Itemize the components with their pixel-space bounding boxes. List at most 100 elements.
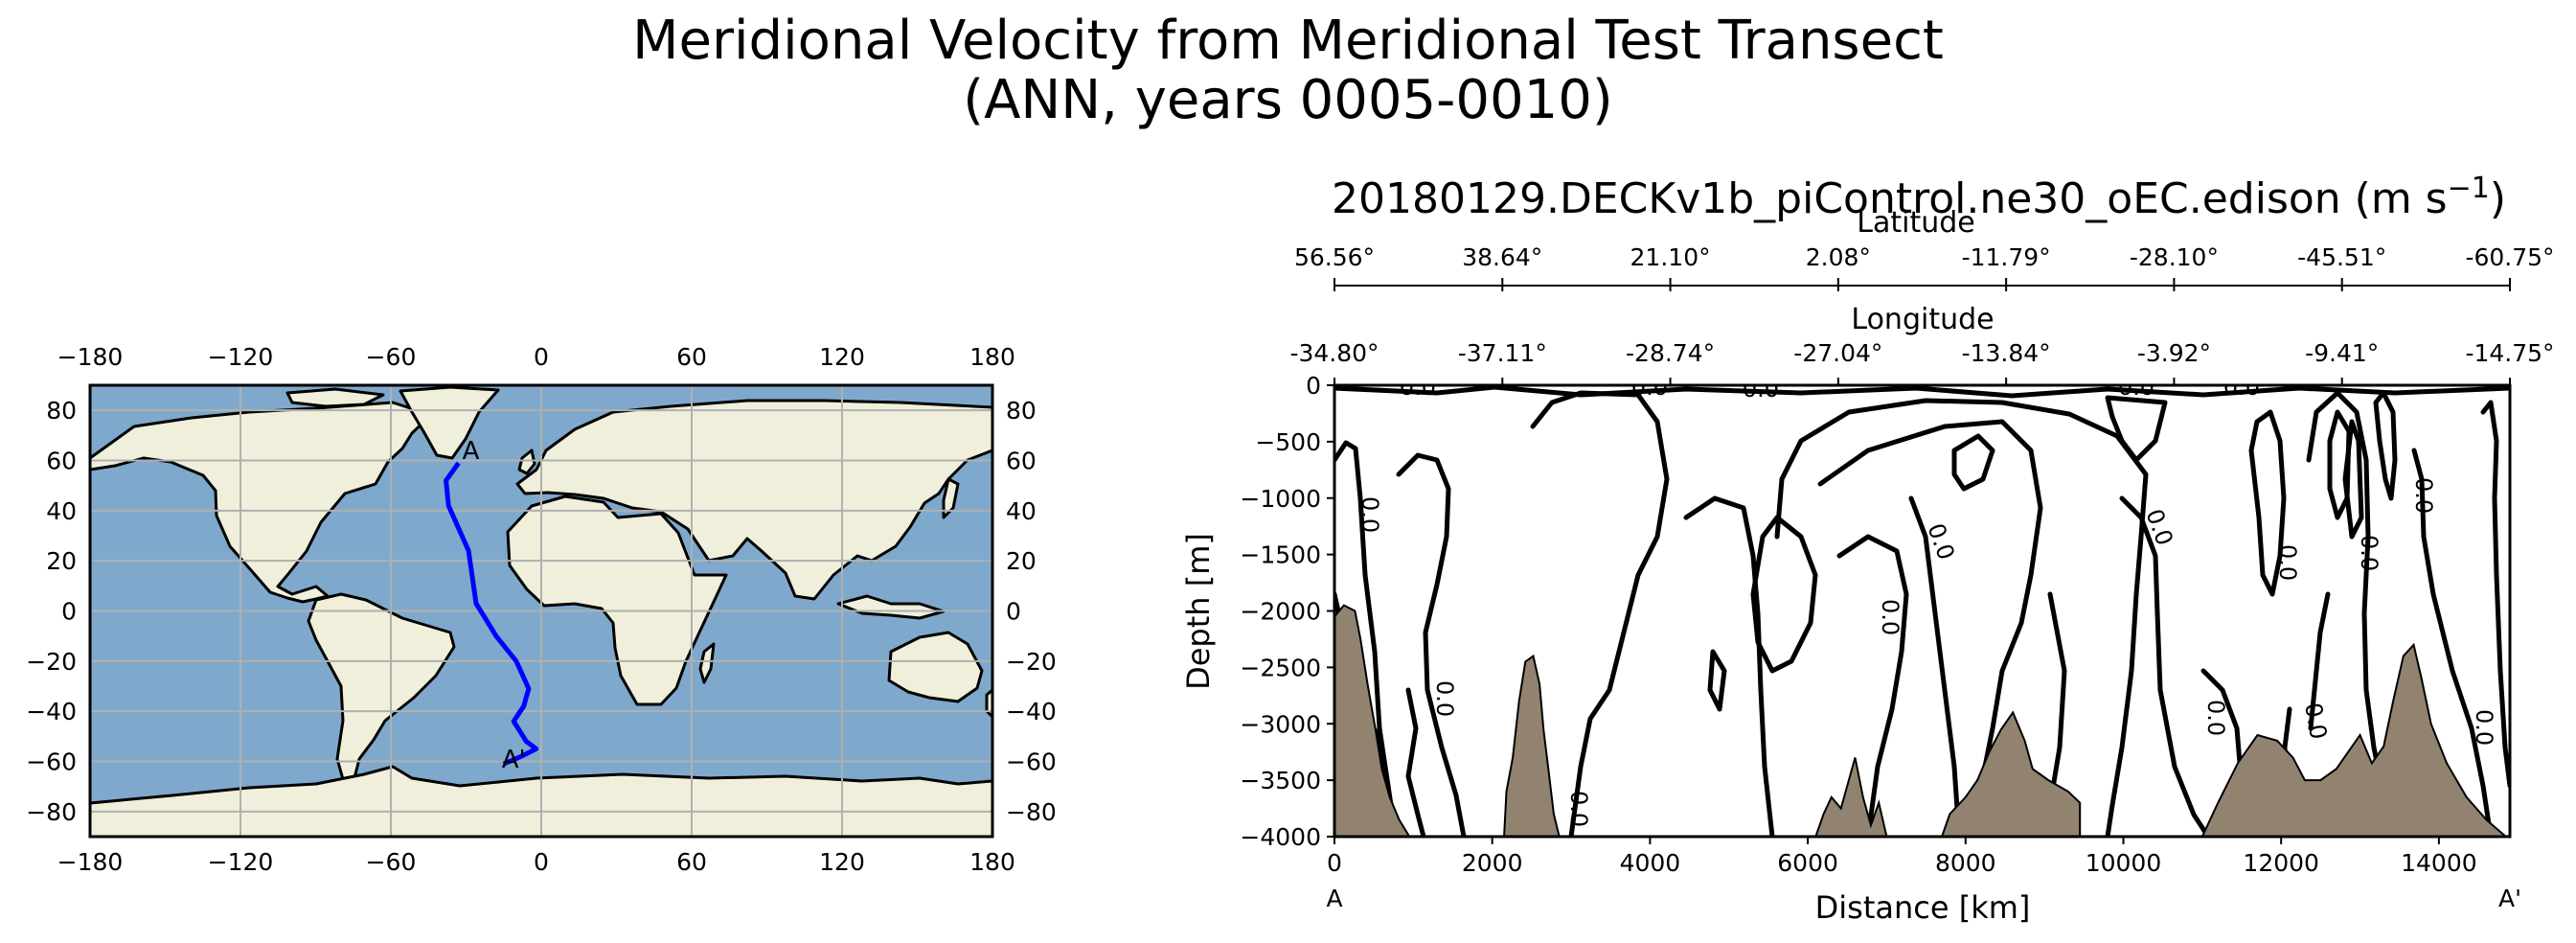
- latitude-tick-label: 38.64°: [1462, 243, 1542, 271]
- map-lon-tick-bottom: −120: [208, 848, 274, 876]
- contour-level-labels: 0.0 0.0 0.0 0.0 0.0 0.0 0.0 0.0 0.0 0.0 …: [1356, 374, 2497, 827]
- contour-center-inner-b: [1750, 515, 1818, 674]
- land-africa: [506, 494, 728, 706]
- map-lat-tick-left: 40: [46, 497, 77, 525]
- depth-tick-label: −4000: [1240, 823, 1321, 851]
- depth-tick-label: −3500: [1240, 767, 1321, 794]
- contour-label: 0.0: [2299, 701, 2332, 741]
- contour-label: 0.0: [1743, 376, 1779, 402]
- land-north-america: [90, 401, 433, 604]
- map-lat-tick-right: 80: [1006, 397, 1037, 425]
- figure-title: Meridional Velocity from Meridional Test…: [0, 12, 2576, 130]
- map-lon-tick-bottom: 180: [969, 848, 1015, 876]
- map-gridlines: [89, 385, 993, 837]
- map-lat-tick-right: 60: [1006, 448, 1037, 475]
- section-panel: 20180129.DECKv1b_piControl.ne30_oEC.edis…: [1180, 172, 2555, 926]
- land-masses: [90, 385, 992, 837]
- contour-east-k: [2308, 591, 2331, 731]
- section-title: 20180129.DECKv1b_piControl.ne30_oEC.edis…: [1332, 172, 2506, 223]
- longitude-tick-label: -14.75°: [2465, 339, 2554, 367]
- longitude-tick-label: -9.41°: [2305, 339, 2379, 367]
- longitude-tick-label: -28.74°: [1626, 339, 1715, 367]
- contour-east-l: [2248, 409, 2287, 597]
- land-australia: [887, 631, 984, 703]
- longitude-tick-label: -37.11°: [1458, 339, 1547, 367]
- contour-east-h: [2373, 390, 2398, 501]
- longitude-ticks: -34.80° -37.11° -28.74° -27.04° -13.84° -3.92…: [1289, 339, 2555, 385]
- distance-tick-label: 12000: [2243, 849, 2319, 877]
- contour-mid-a: [1530, 390, 1670, 837]
- land-british-isles: [517, 448, 536, 475]
- figure-title-line-2: (ANN, years 0005-0010): [963, 69, 1613, 131]
- longitude-axis-label: Longitude: [1851, 303, 1994, 336]
- depth-tick-label: −500: [1255, 428, 1321, 456]
- map-lat-tick-left: 20: [46, 547, 77, 575]
- depth-ticks: 0 −500 −1000 −1500 −2000 −2500 −3000 −3500 −4000: [1240, 372, 1334, 851]
- contour-center-inner-c: [1836, 534, 1909, 837]
- depth-tick-label: 0: [1306, 372, 1321, 400]
- distance-start-label: A: [1326, 885, 1342, 912]
- map-lon-tick-bottom: −180: [57, 848, 124, 876]
- contour-west-a: [1334, 440, 1400, 837]
- contour-label: 0.0: [1400, 374, 1436, 401]
- map-lat-tick-right: 0: [1006, 598, 1021, 626]
- distance-tick-label: 14000: [2401, 849, 2477, 877]
- longitude-tick-label: -34.80°: [1289, 339, 1379, 367]
- contour-west-d: [1396, 452, 1467, 837]
- contour-label: 0.0: [2223, 374, 2260, 401]
- y-axis-label: Depth [m]: [1180, 533, 1217, 690]
- latitude-tick-label: -60.75°: [2465, 243, 2554, 271]
- map-lon-tick-top: −60: [366, 343, 417, 371]
- latitude-tick-label: -11.79°: [1962, 243, 2051, 271]
- distance-ticks: 0 2000 4000 6000 8000 10000 12000 14000: [1327, 837, 2477, 877]
- longitude-tick-label: -3.92°: [2137, 339, 2211, 367]
- contour-center-inner-a: [1817, 419, 2043, 837]
- contour-label: 0.0: [2274, 544, 2301, 581]
- figure-title-line-1: Meridional Velocity from Meridional Test…: [632, 10, 1944, 72]
- latitude-tick-label: -45.51°: [2297, 243, 2386, 271]
- x-axis-label: Distance [km]: [1815, 889, 2031, 926]
- land-arctic-islands: [285, 387, 385, 408]
- contour-label: 0.0: [2140, 505, 2177, 548]
- map-lat-tick-left: −40: [26, 698, 77, 725]
- latitude-axis-label: Latitude: [1857, 206, 1974, 240]
- transect-end-label: A': [502, 746, 526, 774]
- map-lon-tick-bottom: −60: [366, 848, 417, 876]
- map-lon-tick-bottom: 0: [534, 848, 549, 876]
- land-japan: [942, 477, 960, 519]
- contour-label: 0.0: [2471, 709, 2497, 746]
- contour-label: 0.0: [1431, 680, 1458, 717]
- map-tick-labels: −180 −180 −120 −120 −60 −60 0 0 60 60 120 120 180 180…: [26, 343, 1057, 876]
- latitude-tick-label: 2.08°: [1806, 243, 1871, 271]
- contour-east-i: [2411, 448, 2494, 837]
- contour-surface: [1334, 385, 2510, 399]
- map-lat-tick-right: −60: [1006, 748, 1057, 776]
- contour-center-inner-e: [1951, 433, 1995, 492]
- map-lat-tick-left: −20: [26, 648, 77, 676]
- depth-tick-label: −3000: [1240, 710, 1321, 738]
- contour-center-inner-d: [1908, 495, 1962, 837]
- contour-label: 0.0: [2356, 535, 2382, 571]
- distance-tick-label: 6000: [1777, 849, 1838, 877]
- contour-east-g: [2342, 419, 2364, 540]
- distance-tick-label: 0: [1327, 849, 1342, 877]
- contour-label: 0.0: [1877, 599, 1904, 635]
- depth-tick-label: −1500: [1240, 541, 1321, 569]
- contour-label: 0.0: [1565, 791, 1592, 827]
- map-lon-tick-top: 120: [819, 343, 865, 371]
- map-lon-tick-bottom: 60: [676, 848, 707, 876]
- longitude-tick-label: -27.04°: [1793, 339, 1882, 367]
- section-plot-area: 0.0 0.0 0.0 0.0 0.0 0.0 0.0 0.0 0.0 0.0 …: [1334, 374, 2510, 837]
- contour-east-j: [2480, 400, 2510, 789]
- transect-start-label: A: [463, 437, 480, 466]
- map-lon-tick-top: −120: [208, 343, 274, 371]
- map-lon-tick-top: 60: [676, 343, 707, 371]
- latitude-tick-label: 56.56°: [1294, 243, 1375, 271]
- latitude-ticks: 56.56° 38.64° 21.10° 2.08° -11.79° -28.10° -45…: [1294, 243, 2555, 291]
- map-lat-tick-left: 80: [46, 397, 77, 425]
- longitude-tick-label: -13.84°: [1962, 339, 2051, 367]
- map-lon-tick-top: 0: [534, 343, 549, 371]
- distance-tick-label: 2000: [1462, 849, 1523, 877]
- map-lon-tick-bottom: 120: [819, 848, 865, 876]
- contour-label: 0.0: [1631, 374, 1668, 401]
